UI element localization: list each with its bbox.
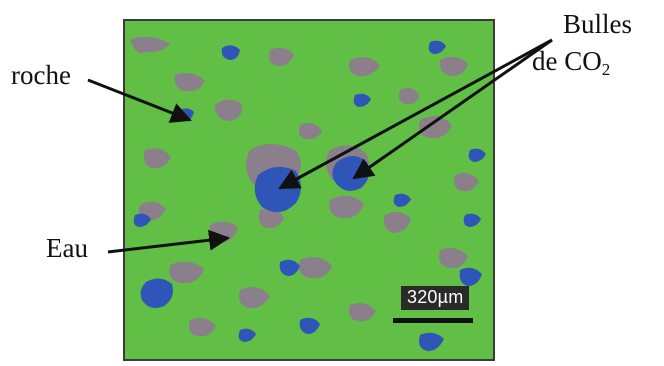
label-rock: roche: [11, 60, 71, 90]
scale-bar-line: [393, 318, 473, 323]
label-bubbles-line1: Bulles: [563, 9, 633, 39]
label-bubbles-line2: de CO2: [532, 46, 611, 79]
label-water: Eau: [46, 233, 88, 263]
arrow-roche: [87, 78, 192, 123]
label-co2-subscript: 2: [601, 60, 611, 79]
label-co2-prefix: de CO: [532, 46, 602, 76]
arrow-bubble-right: [352, 38, 553, 180]
arrow-bubble-left: [278, 38, 553, 190]
arrow-eau: [107, 229, 231, 254]
scale-bar-label: 320µm: [401, 286, 470, 310]
